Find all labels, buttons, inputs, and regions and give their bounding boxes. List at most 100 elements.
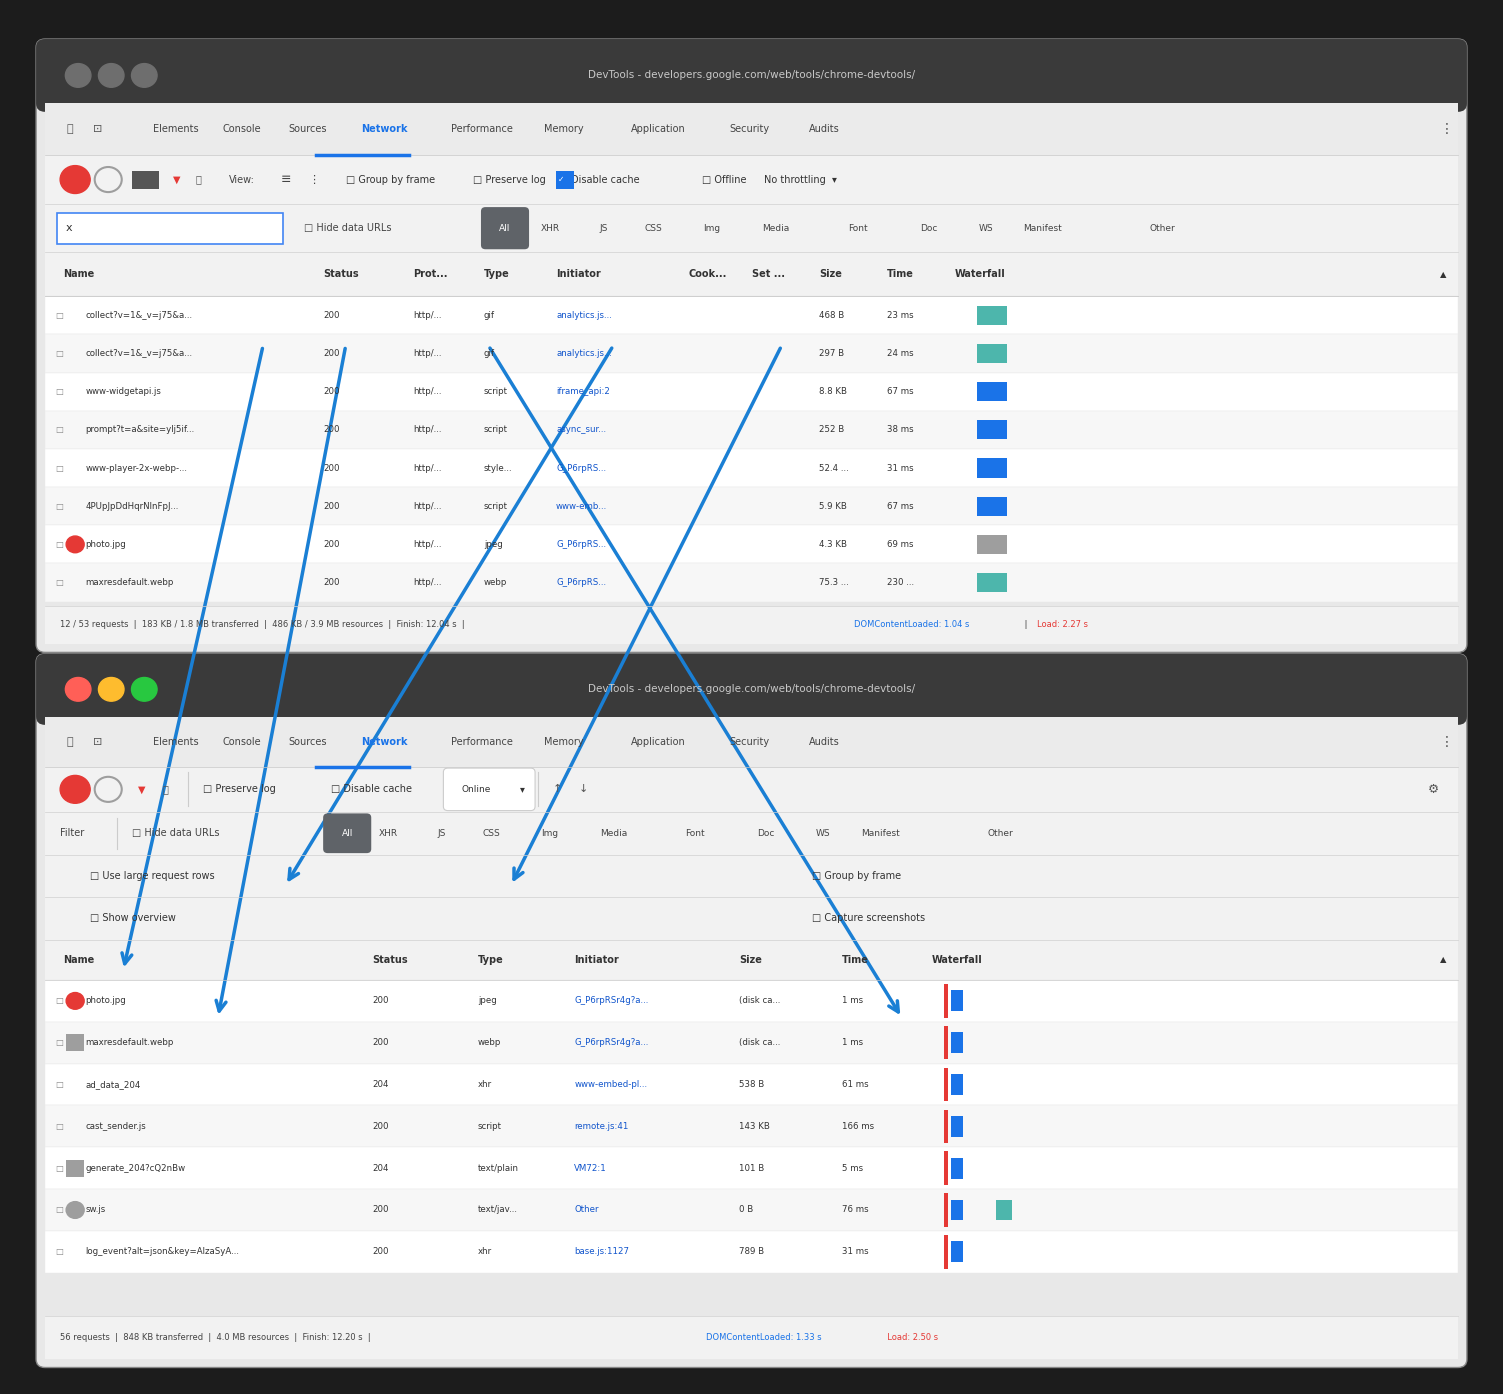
Text: WS: WS [978, 223, 993, 233]
Text: □: □ [56, 311, 63, 319]
Text: www-embed-pl...: www-embed-pl... [574, 1080, 648, 1089]
Bar [45, 606, 1458, 644]
Text: Security: Security [729, 124, 770, 134]
Text: Time: Time [887, 269, 914, 279]
Text: Name: Name [63, 269, 95, 279]
Bar [45, 526, 1458, 563]
Text: JS: JS [437, 829, 446, 838]
Bar [977, 535, 1007, 553]
Bar [45, 296, 1458, 335]
Text: Time: Time [842, 955, 869, 965]
Text: photo.jpg: photo.jpg [86, 539, 126, 549]
Text: 200: 200 [323, 464, 340, 473]
Text: ⎋: ⎋ [66, 736, 72, 747]
FancyBboxPatch shape [443, 768, 535, 810]
Text: 200: 200 [323, 311, 340, 319]
Bar [951, 1157, 963, 1178]
Text: 200: 200 [373, 997, 389, 1005]
Text: Other: Other [987, 829, 1013, 838]
Text: 200: 200 [373, 1122, 389, 1131]
Text: □ Show overview: □ Show overview [90, 913, 176, 923]
Text: 31 ms: 31 ms [842, 1248, 869, 1256]
Text: ▲: ▲ [1440, 269, 1446, 279]
Text: generate_204?cQ2nBw: generate_204?cQ2nBw [86, 1164, 186, 1172]
Text: G_P6rpRSr4g?a...: G_P6rpRSr4g?a... [574, 1039, 648, 1047]
Text: script: script [484, 388, 508, 396]
Text: www-player-2x-webp-...: www-player-2x-webp-... [86, 464, 188, 473]
Text: □ Preserve log: □ Preserve log [473, 174, 546, 184]
Text: x: x [66, 223, 72, 233]
Text: 23 ms: 23 ms [887, 311, 914, 319]
Circle shape [60, 166, 90, 194]
Text: 166 ms: 166 ms [842, 1122, 873, 1131]
Text: CSS: CSS [482, 829, 500, 838]
Bar [45, 449, 1458, 487]
Text: http/...: http/... [413, 502, 442, 510]
Bar [977, 573, 1007, 592]
Bar [66, 1034, 84, 1051]
Bar [951, 1073, 963, 1094]
Bar [944, 1193, 948, 1227]
Text: jpeg: jpeg [484, 539, 502, 549]
Text: 538 B: 538 B [739, 1080, 765, 1089]
Text: 0 B: 0 B [739, 1206, 753, 1214]
Text: analytics.js...: analytics.js... [556, 348, 612, 358]
Text: □: □ [56, 1164, 63, 1172]
Text: Status: Status [323, 269, 359, 279]
Circle shape [66, 537, 84, 553]
Text: 12 / 53 requests  |  183 KB / 1.8 MB transferred  |  486 KB / 3.9 MB resources  : 12 / 53 requests | 183 KB / 1.8 MB trans… [60, 620, 464, 630]
Bar [45, 563, 1458, 602]
Text: ⋮: ⋮ [1440, 123, 1453, 137]
Bar [977, 421, 1007, 439]
FancyBboxPatch shape [36, 654, 1467, 725]
Text: 38 ms: 38 ms [887, 425, 914, 435]
Text: □: □ [56, 1122, 63, 1131]
Text: All: All [499, 223, 511, 233]
Bar [45, 205, 1458, 252]
Circle shape [98, 677, 123, 701]
Text: Online: Online [461, 785, 491, 793]
Bar [45, 155, 1458, 205]
Text: Img: Img [703, 223, 720, 233]
Text: 468 B: 468 B [819, 311, 845, 319]
Text: DevTools - developers.google.com/web/tools/chrome-devtools/: DevTools - developers.google.com/web/too… [588, 71, 915, 81]
Text: ✓: ✓ [558, 176, 564, 184]
Text: DOMContentLoaded: 1.04 s: DOMContentLoaded: 1.04 s [854, 620, 969, 630]
Text: □ Hide data URLs: □ Hide data URLs [304, 223, 391, 233]
Bar [45, 855, 1458, 896]
Bar [944, 1068, 948, 1101]
Text: ↓: ↓ [579, 785, 588, 795]
Text: Memory: Memory [544, 124, 583, 134]
Text: 204: 204 [373, 1164, 389, 1172]
Bar [944, 1110, 948, 1143]
Bar [45, 1189, 1458, 1231]
Bar [944, 1026, 948, 1059]
Text: 200: 200 [323, 539, 340, 549]
Bar [45, 1022, 1458, 1064]
Bar [45, 717, 1458, 767]
Text: Sources: Sources [289, 124, 328, 134]
Text: □ Capture screenshots: □ Capture screenshots [812, 913, 924, 923]
Text: Application: Application [631, 124, 685, 134]
Text: □ Preserve log: □ Preserve log [203, 785, 275, 795]
Text: 🔍: 🔍 [195, 174, 201, 184]
Text: 200: 200 [323, 388, 340, 396]
Circle shape [65, 677, 90, 701]
Text: ⋮: ⋮ [308, 174, 319, 184]
Text: □: □ [56, 502, 63, 510]
Text: 1 ms: 1 ms [842, 1039, 863, 1047]
Text: Load: 2.50 s: Load: 2.50 s [882, 1333, 938, 1342]
Text: CSS: CSS [645, 223, 663, 233]
Text: □ Hide data URLs: □ Hide data URLs [132, 828, 219, 838]
Bar [57, 213, 283, 244]
Text: ⚙: ⚙ [1428, 783, 1438, 796]
Text: □: □ [56, 1039, 63, 1047]
Text: (disk ca...: (disk ca... [739, 1039, 782, 1047]
Text: Security: Security [729, 736, 770, 747]
Text: ⎋: ⎋ [66, 124, 72, 134]
Bar [45, 811, 1458, 855]
Text: script: script [484, 502, 508, 510]
Text: 8.8 KB: 8.8 KB [819, 388, 848, 396]
Bar [45, 47, 1458, 103]
Text: xhr: xhr [478, 1248, 491, 1256]
